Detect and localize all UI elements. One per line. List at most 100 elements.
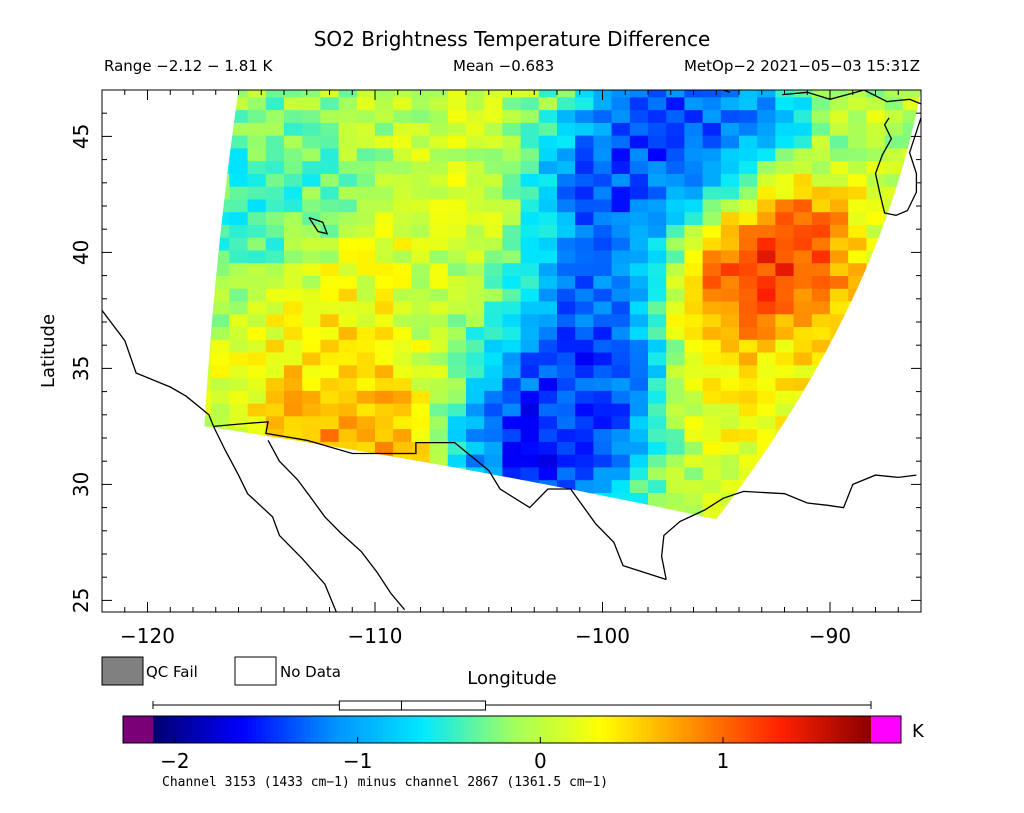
data-cell: [648, 479, 667, 493]
data-cell: [684, 186, 703, 200]
data-cell: [520, 377, 540, 391]
data-cell: [447, 518, 467, 520]
data-cell: [702, 109, 722, 123]
data-cell: [593, 186, 612, 200]
data-cell: [375, 237, 394, 251]
data-cell: [538, 275, 558, 289]
data-cell: [320, 415, 339, 430]
data-cell: [484, 186, 503, 200]
data-cell: [502, 326, 521, 340]
data-cell: [757, 96, 776, 111]
data-cell: [793, 237, 813, 251]
data-cell: [811, 199, 831, 213]
data-cell: [265, 377, 285, 391]
colorbar-segment: [166, 716, 172, 743]
data-cell: [811, 288, 831, 302]
data-cell: [484, 173, 503, 187]
data-cell: [338, 262, 358, 276]
data-cell: [211, 352, 230, 366]
data-cell: [356, 96, 376, 111]
data-cell: [611, 428, 631, 442]
data-cell: [629, 505, 649, 519]
data-cell: [848, 377, 867, 391]
data-cell: [830, 250, 849, 264]
colorbar-segment: [283, 716, 289, 743]
data-cell: [411, 288, 430, 302]
data-cell: [557, 148, 576, 162]
data-cell: [247, 479, 267, 493]
data-cell: [284, 211, 303, 225]
data-cell: [720, 160, 740, 174]
data-cell: [265, 135, 285, 149]
data-cell: [848, 505, 867, 519]
data-cell: [204, 224, 212, 238]
data-cell: [557, 441, 576, 455]
data-cell: [302, 250, 321, 264]
data-cell: [793, 250, 813, 264]
colorbar-segment: [440, 716, 446, 743]
data-cell: [538, 250, 558, 264]
data-cell: [393, 326, 412, 340]
data-cell: [557, 390, 576, 404]
data-cell: [666, 160, 685, 174]
data-cell: [320, 173, 339, 187]
data-cell: [484, 505, 503, 519]
data-cell: [629, 326, 649, 340]
data-cell: [666, 403, 685, 417]
data-cell: [211, 122, 230, 136]
data-cell: [793, 224, 813, 238]
data-cell: [757, 173, 776, 187]
data-cell: [356, 492, 376, 506]
data-cell: [447, 415, 467, 430]
data-cell: [866, 518, 885, 520]
data-cell: [902, 352, 921, 366]
data-cell: [447, 122, 467, 136]
data-cell: [575, 186, 594, 200]
data-cell: [284, 199, 303, 213]
data-cell: [429, 224, 449, 238]
data-cell: [320, 403, 339, 417]
data-cell: [739, 135, 758, 149]
data-cell: [302, 428, 321, 442]
colorbar-segment: [390, 716, 396, 743]
colorbar-segment: [323, 716, 329, 743]
data-cell: [830, 518, 849, 520]
data-cell: [538, 237, 558, 251]
data-cell: [848, 262, 867, 276]
data-cell: [921, 174, 940, 187]
data-cell: [629, 390, 649, 404]
data-cell: [702, 237, 722, 251]
data-cell: [356, 403, 376, 417]
data-cell: [739, 454, 758, 468]
data-cell: [666, 390, 685, 404]
colorbar-segment: [206, 716, 212, 743]
data-cell: [866, 403, 885, 417]
data-cell: [775, 199, 794, 213]
data-cell: [538, 339, 558, 353]
data-cell: [204, 377, 212, 391]
data-cell: [593, 122, 612, 136]
data-cell: [411, 479, 430, 493]
data-cell: [557, 135, 576, 149]
data-cell: [593, 403, 612, 417]
data-cell: [757, 224, 776, 238]
data-cell: [739, 199, 758, 213]
data-cell: [757, 262, 776, 276]
data-cell: [884, 441, 904, 455]
data-cell: [356, 148, 376, 162]
colorbar-segment: [161, 716, 167, 743]
data-cell: [204, 96, 212, 111]
colorbar-segment: [588, 716, 594, 743]
data-cell: [611, 326, 631, 340]
data-cell: [739, 313, 758, 328]
data-cell: [866, 186, 885, 200]
data-cell: [204, 313, 212, 328]
data-cell: [793, 288, 813, 302]
data-cell: [684, 492, 703, 506]
data-cell: [593, 454, 612, 468]
data-cell: [884, 505, 904, 519]
data-cell: [484, 96, 503, 111]
data-cell: [411, 96, 430, 111]
data-cell: [429, 467, 449, 481]
no-data-swatch: [234, 656, 277, 686]
